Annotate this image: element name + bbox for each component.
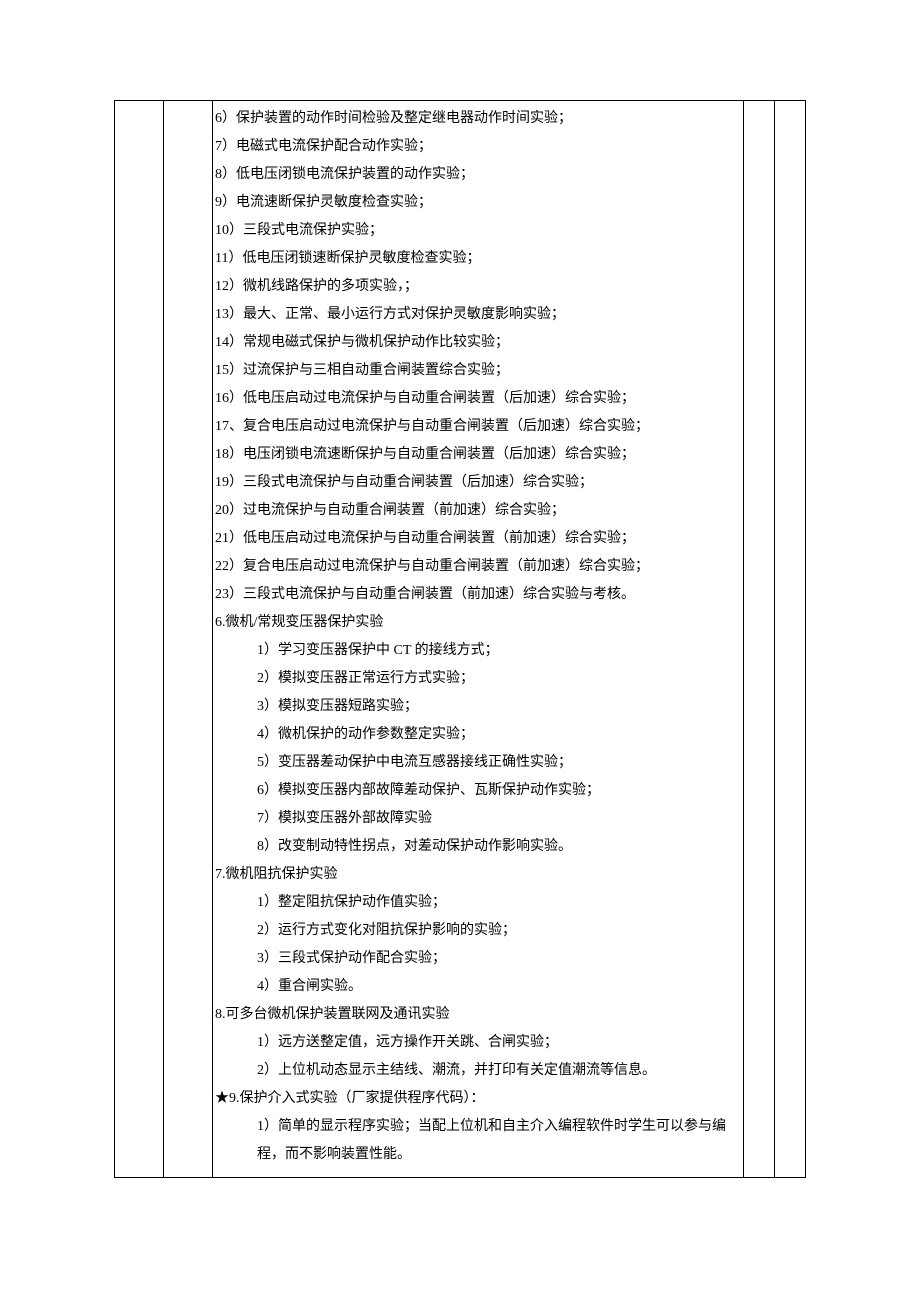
list-item: 14）常规电磁式保护与微机保护动作比较实验； <box>215 329 741 357</box>
list-item: 2）上位机动态显示主结线、潮流，并打印有关定值潮流等信息。 <box>215 1057 741 1085</box>
table-cell <box>115 101 164 1178</box>
list-item: 8）低电压闭锁电流保护装置的动作实验； <box>215 161 741 189</box>
list-item: 3）三段式保护动作配合实验； <box>215 945 741 973</box>
table-cell-main: 6）保护装置的动作时间检验及整定继电器动作时间实验； 7）电磁式电流保护配合动作… <box>213 101 744 1178</box>
list-item: 15）过流保护与三相自动重合闸装置综合实验； <box>215 357 741 385</box>
list-item: 17、复合电压启动过电流保护与自动重合闸装置（后加速）综合实验； <box>215 413 741 441</box>
list-item: 10）三段式电流保护实验； <box>215 217 741 245</box>
table-cell <box>744 101 775 1178</box>
list-item: 11）低电压闭锁速断保护灵敏度检查实验； <box>215 245 741 273</box>
table-cell <box>775 101 806 1178</box>
list-item: 20）过电流保护与自动重合闸装置（前加速）综合实验； <box>215 497 741 525</box>
table-row: 6）保护装置的动作时间检验及整定继电器动作时间实验； 7）电磁式电流保护配合动作… <box>115 101 806 1178</box>
list-item: 12）微机线路保护的多项实验，； <box>215 273 741 301</box>
list-item: 9）电流速断保护灵敏度检查实验； <box>215 189 741 217</box>
table-cell <box>164 101 213 1178</box>
list-item: 3）模拟变压器短路实验； <box>215 693 741 721</box>
list-item: 6）模拟变压器内部故障差动保护、瓦斯保护动作实验； <box>215 777 741 805</box>
list-item: 1）整定阻抗保护动作值实验； <box>215 889 741 917</box>
list-item: 8）改变制动特性拐点，对差动保护动作影响实验。 <box>215 833 741 861</box>
list-item: 16）低电压启动过电流保护与自动重合闸装置（后加速）综合实验； <box>215 385 741 413</box>
list-item: 23）三段式电流保护与自动重合闸装置（前加速）综合实验与考核。 <box>215 581 741 609</box>
section-heading: 6.微机/常规变压器保护实验 <box>215 609 741 637</box>
content-table: 6）保护装置的动作时间检验及整定继电器动作时间实验； 7）电磁式电流保护配合动作… <box>114 100 806 1178</box>
list-item: 21）低电压启动过电流保护与自动重合闸装置（前加速）综合实验； <box>215 525 741 553</box>
list-item: 1）简单的显示程序实验；当配上位机和自主介入编程软件时学生可以参与编程，而不影响… <box>215 1113 741 1169</box>
list-item: 7）电磁式电流保护配合动作实验； <box>215 133 741 161</box>
list-item: 1）远方送整定值，远方操作开关跳、合闸实验； <box>215 1029 741 1057</box>
list-item: 4）重合闸实验。 <box>215 973 741 1001</box>
list-item: 2）运行方式变化对阻抗保护影响的实验； <box>215 917 741 945</box>
list-item: 1）学习变压器保护中 CT 的接线方式； <box>215 637 741 665</box>
list-item: 2）模拟变压器正常运行方式实验； <box>215 665 741 693</box>
list-item: 7）模拟变压器外部故障实验 <box>215 805 741 833</box>
list-item: 13）最大、正常、最小运行方式对保护灵敏度影响实验； <box>215 301 741 329</box>
content-block: 6）保护装置的动作时间检验及整定继电器动作时间实验； 7）电磁式电流保护配合动作… <box>213 101 743 1177</box>
list-item: 19）三段式电流保护与自动重合闸装置（后加速）综合实验； <box>215 469 741 497</box>
section-heading: 8.可多台微机保护装置联网及通讯实验 <box>215 1001 741 1029</box>
section-heading: 7.微机阻抗保护实验 <box>215 861 741 889</box>
section-heading: ★9.保护介入式实验（厂家提供程序代码）： <box>215 1085 741 1113</box>
list-item: 6）保护装置的动作时间检验及整定继电器动作时间实验； <box>215 105 741 133</box>
list-item: 4）微机保护的动作参数整定实验； <box>215 721 741 749</box>
list-item: 5）变压器差动保护中电流互感器接线正确性实验； <box>215 749 741 777</box>
list-item: 18）电压闭锁电流速断保护与自动重合闸装置（后加速）综合实验； <box>215 441 741 469</box>
list-item: 22）复合电压启动过电流保护与自动重合闸装置（前加速）综合实验； <box>215 553 741 581</box>
document-page: 6）保护装置的动作时间检验及整定继电器动作时间实验； 7）电磁式电流保护配合动作… <box>0 0 920 1301</box>
